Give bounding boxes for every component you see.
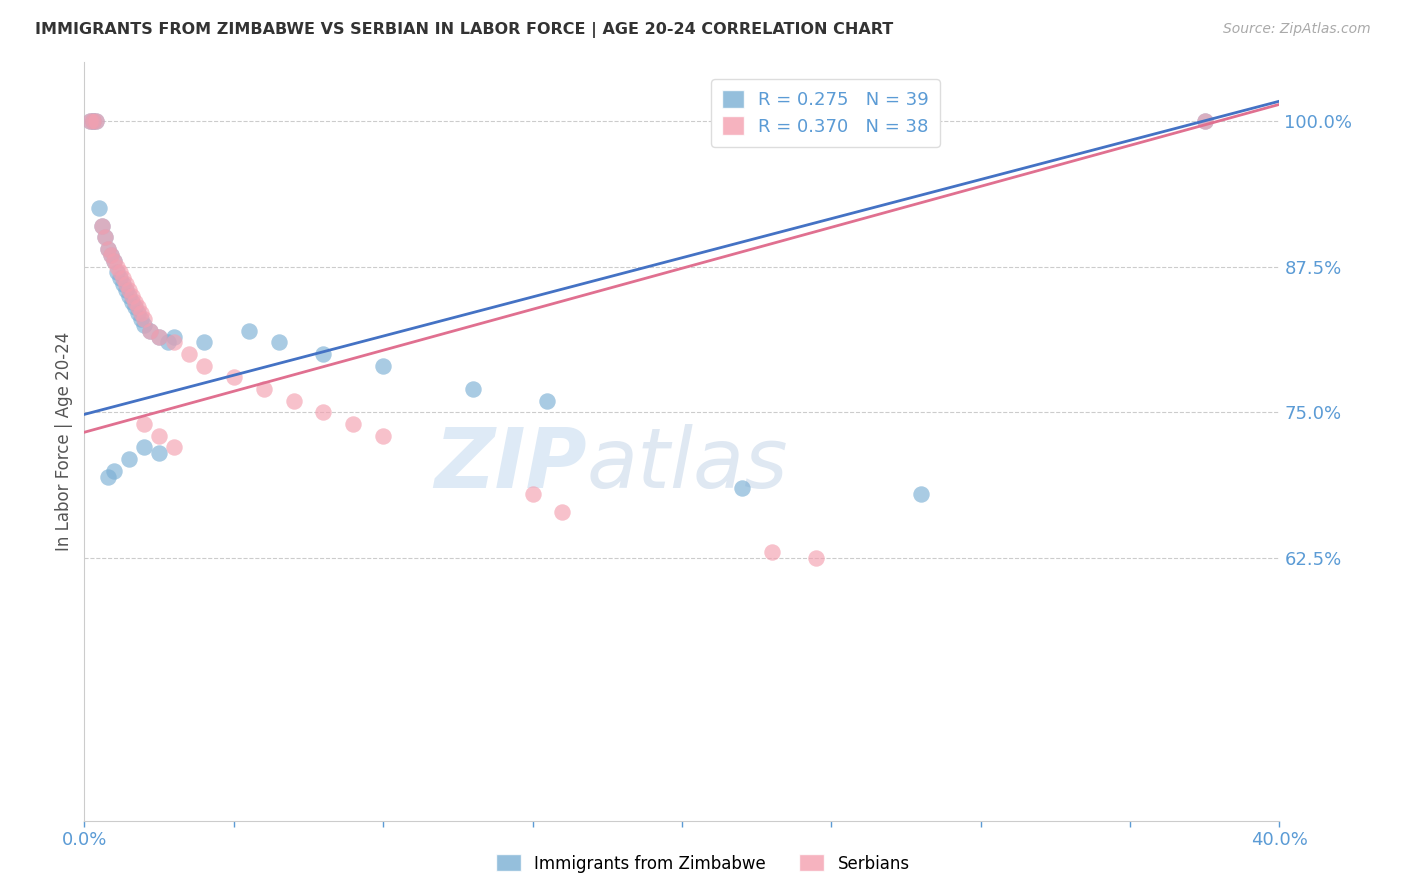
Point	[91, 219, 114, 233]
Point	[342, 417, 364, 431]
Point	[103, 253, 125, 268]
Point	[139, 324, 162, 338]
Point	[115, 283, 138, 297]
Point	[110, 271, 132, 285]
Point	[124, 301, 146, 315]
Point	[100, 248, 122, 262]
Point	[1194, 113, 1216, 128]
Text: ZIP: ZIP	[433, 424, 586, 505]
Point	[129, 306, 152, 320]
Point	[105, 265, 128, 279]
Point	[148, 329, 170, 343]
Point	[132, 417, 156, 431]
Point	[112, 271, 135, 285]
Point	[461, 382, 484, 396]
Point	[118, 283, 141, 297]
Text: Source: ZipAtlas.com: Source: ZipAtlas.com	[1223, 22, 1371, 37]
Text: IMMIGRANTS FROM ZIMBABWE VS SERBIAN IN LABOR FORCE | AGE 20-24 CORRELATION CHART: IMMIGRANTS FROM ZIMBABWE VS SERBIAN IN L…	[35, 22, 893, 38]
Point	[118, 289, 141, 303]
Point	[91, 219, 114, 233]
Point	[100, 248, 122, 262]
Point	[163, 441, 186, 455]
Point	[127, 301, 149, 315]
Point	[115, 277, 138, 291]
Point	[97, 242, 120, 256]
Point	[124, 294, 146, 309]
Point	[761, 545, 783, 559]
Legend: Immigrants from Zimbabwe, Serbians: Immigrants from Zimbabwe, Serbians	[489, 847, 917, 880]
Point	[1194, 113, 1216, 128]
Point	[312, 347, 335, 361]
Point	[536, 393, 558, 408]
Point	[148, 446, 170, 460]
Point	[121, 294, 143, 309]
Point	[89, 201, 111, 215]
Point	[79, 113, 101, 128]
Point	[97, 242, 120, 256]
Point	[806, 551, 828, 566]
Point	[110, 265, 132, 279]
Point	[132, 441, 156, 455]
Point	[103, 253, 125, 268]
Point	[193, 359, 215, 373]
Point	[127, 306, 149, 320]
Point	[910, 487, 932, 501]
Text: atlas: atlas	[586, 424, 787, 505]
Point	[86, 113, 108, 128]
Point	[177, 347, 200, 361]
Point	[82, 113, 104, 128]
Point	[82, 113, 104, 128]
Point	[105, 260, 128, 274]
Point	[267, 335, 290, 350]
Point	[148, 428, 170, 442]
Point	[118, 452, 141, 467]
Y-axis label: In Labor Force | Age 20-24: In Labor Force | Age 20-24	[55, 332, 73, 551]
Point	[253, 382, 276, 396]
Point	[222, 370, 245, 384]
Legend: R = 0.275   N = 39, R = 0.370   N = 38: R = 0.275 N = 39, R = 0.370 N = 38	[711, 79, 939, 146]
Point	[193, 335, 215, 350]
Point	[139, 324, 162, 338]
Point	[551, 504, 574, 518]
Point	[97, 469, 120, 483]
Point	[94, 230, 117, 244]
Point	[112, 277, 135, 291]
Point	[82, 113, 104, 128]
Point	[94, 230, 117, 244]
Point	[731, 481, 754, 495]
Point	[103, 464, 125, 478]
Point	[373, 359, 395, 373]
Point	[132, 312, 156, 326]
Point	[148, 329, 170, 343]
Point	[163, 329, 186, 343]
Point	[283, 393, 305, 408]
Point	[121, 289, 143, 303]
Point	[79, 113, 101, 128]
Point	[132, 318, 156, 332]
Point	[157, 335, 180, 350]
Point	[163, 335, 186, 350]
Point	[86, 113, 108, 128]
Point	[312, 405, 335, 419]
Point	[238, 324, 260, 338]
Point	[129, 312, 152, 326]
Point	[373, 428, 395, 442]
Point	[522, 487, 544, 501]
